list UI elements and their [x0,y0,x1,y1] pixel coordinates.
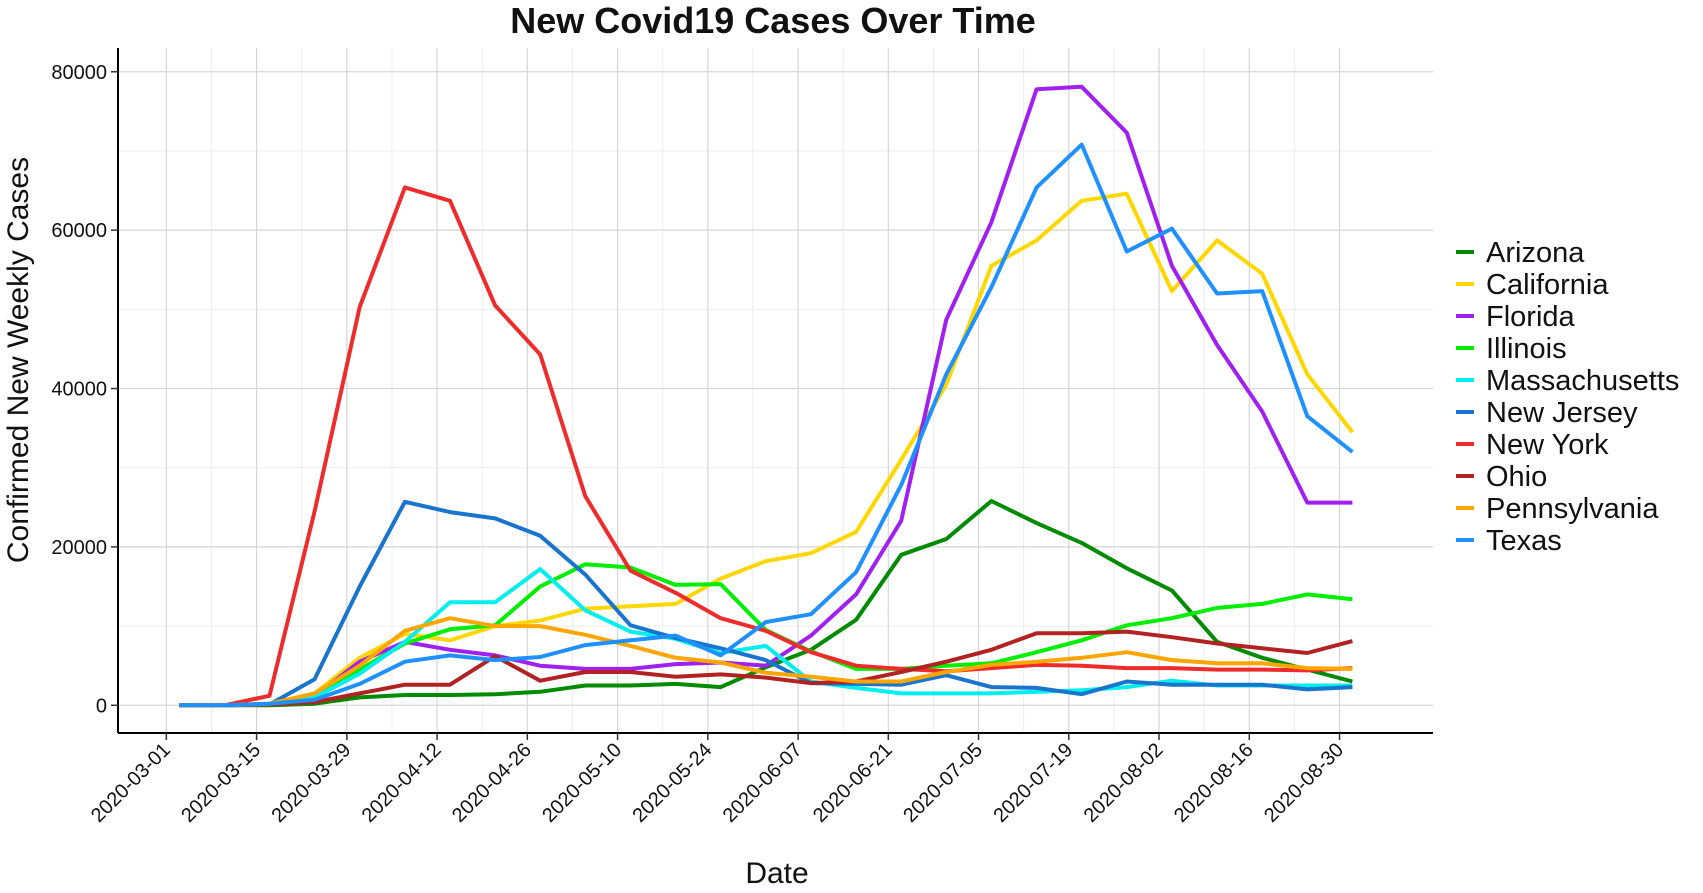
x-tick-label: 2020-05-24 [628,739,716,827]
y-tick-label: 60000 [51,220,107,242]
legend-label: Florida [1486,301,1576,333]
tick-labels: 0 20000 40000 60000 80000 2020-03-01 2020-03-1… [51,62,1348,827]
series-line-texas [179,142,1354,708]
x-tick-label: 2020-08-16 [1170,739,1258,827]
legend-label: Pennsylvania [1486,493,1659,525]
x-tick-label: 2020-06-07 [719,739,807,827]
legend-item: Arizona [1456,237,1585,269]
x-tick-label: 2020-08-30 [1260,739,1348,827]
x-tick-label: 2020-03-15 [177,739,265,827]
axes [111,48,1433,740]
y-axis-title: Confirmed New Weekly Cases [2,157,35,563]
legend-item: Florida [1456,301,1576,333]
series-line-florida [179,84,1353,708]
legend-item: Texas [1456,525,1562,557]
x-tick-label: 2020-07-05 [899,739,987,827]
x-tick-label: 2020-03-01 [87,739,175,827]
series-line-ohio [179,629,1353,708]
chart-title: New Covid19 Cases Over Time [510,0,1036,41]
legend-item: Ohio [1456,461,1547,493]
y-tick-label: 80000 [51,62,107,84]
series-line-california [179,191,1354,708]
x-tick-label: 2020-04-12 [358,739,446,827]
legend: ArizonaCaliforniaFloridaIllinoisMassachu… [1456,237,1679,557]
x-tick-label: 2020-07-19 [989,739,1077,827]
legend-label: Ohio [1486,461,1547,493]
series-line-new-jersey [179,499,1353,708]
x-tick-label: 2020-03-29 [267,739,355,827]
x-tick-label: 2020-06-21 [809,739,897,827]
legend-label: Texas [1486,525,1562,557]
x-tick-label: 2020-05-10 [538,739,626,827]
series-lines [179,84,1354,708]
legend-label: California [1486,269,1609,301]
legend-label: Illinois [1486,333,1567,365]
legend-label: Arizona [1486,237,1585,269]
series-line-pennsylvania [179,616,1353,708]
legend-item: Massachusetts [1456,365,1679,397]
gridlines [118,48,1433,733]
y-tick-label: 20000 [51,537,107,559]
x-tick-label: 2020-08-02 [1080,739,1168,827]
legend-item: New Jersey [1456,397,1638,429]
y-tick-label: 40000 [51,379,107,401]
y-tick-label: 0 [96,695,107,717]
legend-item: New York [1456,429,1609,461]
legend-item: California [1456,269,1609,301]
legend-label: New York [1486,429,1609,461]
legend-item: Illinois [1456,333,1567,365]
legend-label: Massachusetts [1486,365,1679,397]
x-axis-title: Date [745,857,808,890]
x-tick-label: 2020-04-26 [448,739,536,827]
legend-label: New Jersey [1486,397,1638,429]
series-line-new-york [179,185,1353,708]
legend-item: Pennsylvania [1456,493,1659,525]
